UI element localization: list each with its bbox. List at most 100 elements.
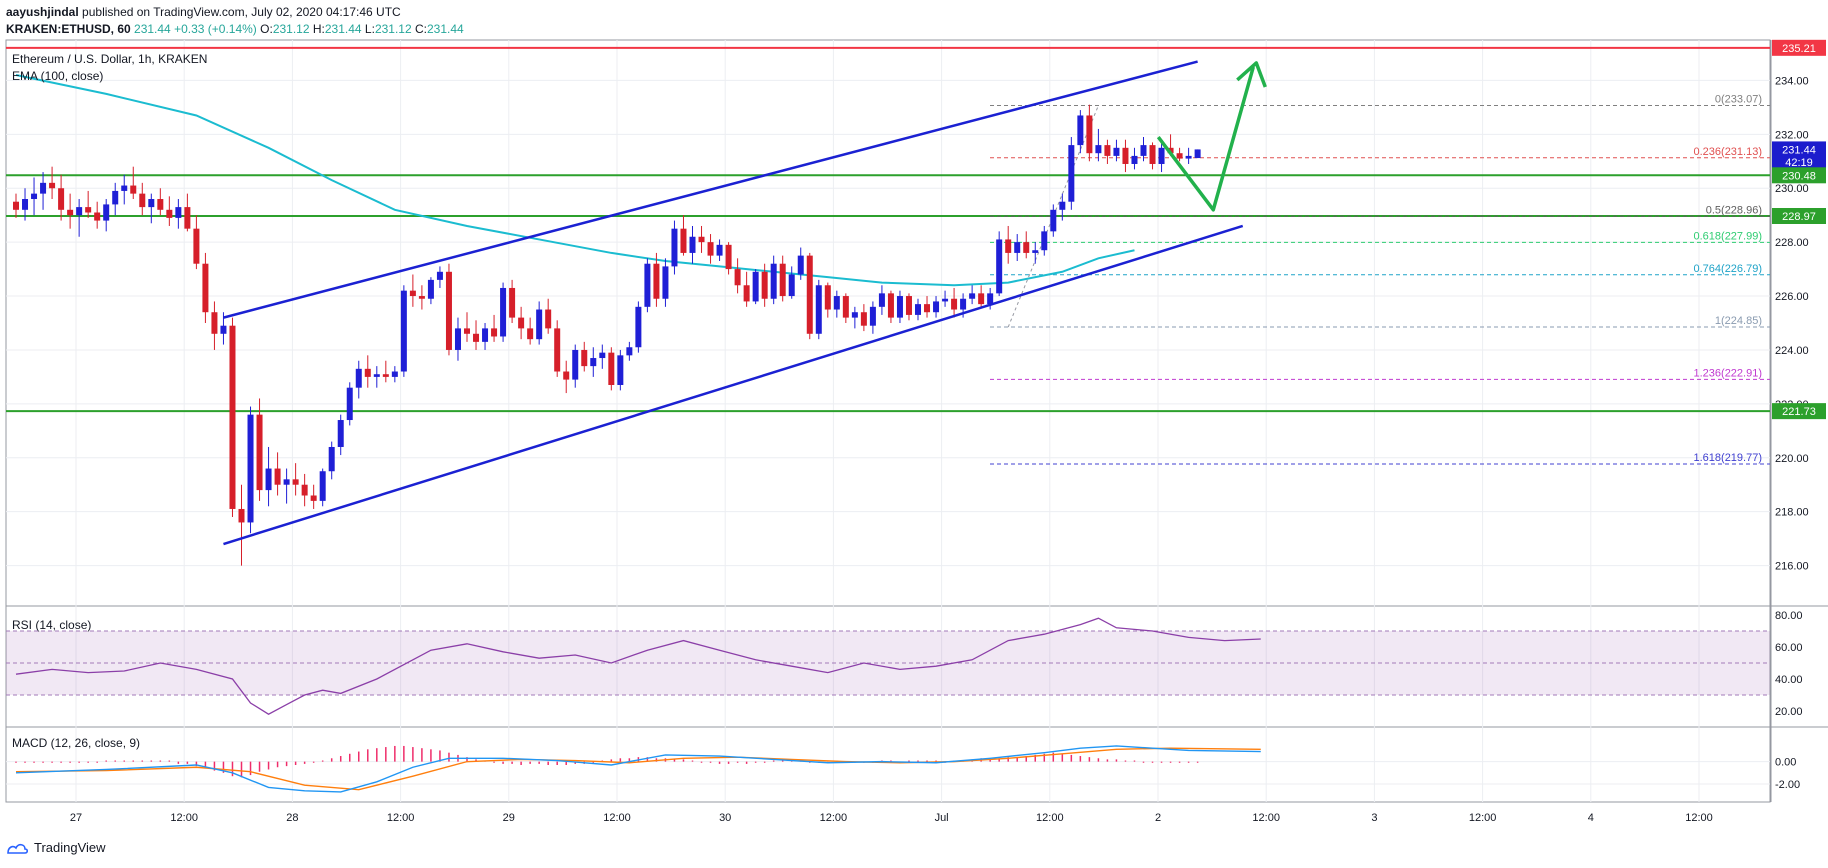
candle-body <box>1185 155 1192 159</box>
candle-body <box>833 296 840 310</box>
candle <box>1041 225 1048 256</box>
candle-body <box>563 371 570 380</box>
candle <box>103 199 110 232</box>
price-axis-label: 230.48 <box>1772 167 1826 184</box>
candle-body <box>1014 242 1021 253</box>
candle-body <box>103 204 110 221</box>
candle <box>662 258 669 307</box>
price-axis-label: 228.97 <box>1772 207 1826 224</box>
candle-body <box>752 271 759 302</box>
candle-body <box>427 279 434 299</box>
candle-body <box>346 387 353 421</box>
candle <box>572 344 579 388</box>
candle-body <box>590 358 597 367</box>
fib-level-label: 0(233.07) <box>1715 93 1762 105</box>
candle <box>806 252 813 340</box>
candle <box>689 225 696 264</box>
x-tick-label: 29 <box>503 812 515 824</box>
fib-level-label: 1.618(219.77) <box>1694 452 1763 464</box>
candle-body <box>969 293 976 299</box>
candle-body <box>788 274 795 297</box>
tradingview-logo-icon <box>7 843 28 854</box>
candle-body <box>130 185 137 194</box>
candle-body <box>382 374 389 377</box>
x-tick-label: 12:00 <box>1685 812 1713 824</box>
candle <box>500 282 507 342</box>
candle <box>833 290 840 318</box>
price-label-bg <box>1772 167 1826 184</box>
symbol-line: KRAKEN:ETHUSD, 60 231.44 +0.33 (+0.14%) … <box>6 22 464 36</box>
candle-body <box>851 312 858 318</box>
x-tick-label: 3 <box>1371 812 1377 824</box>
macd-tick-label: -2.00 <box>1775 779 1800 791</box>
candle-body <box>1176 153 1183 159</box>
x-tick-label: 12:00 <box>603 812 631 824</box>
y-tick-label: 226.00 <box>1775 291 1809 303</box>
candle-body <box>274 468 281 485</box>
fib-level-label: 0.5(228.96) <box>1706 204 1762 216</box>
candle-body <box>238 508 245 523</box>
candle-body <box>599 352 606 359</box>
candle-body <box>1122 147 1129 164</box>
candle <box>112 182 119 216</box>
candle-body <box>283 479 290 485</box>
candle <box>409 274 416 307</box>
candle <box>509 279 516 323</box>
candle <box>896 290 903 323</box>
candle <box>1185 147 1192 164</box>
candle-body <box>139 193 146 208</box>
candle <box>824 282 831 318</box>
tradingview-brand[interactable]: TradingView <box>34 840 106 855</box>
fib-level-label: 0.618(227.99) <box>1694 230 1763 242</box>
candle <box>76 199 83 237</box>
price-label-bg <box>1772 207 1826 224</box>
candle <box>211 301 218 350</box>
candle-body <box>211 312 218 334</box>
fib-level-label: 1.236(222.91) <box>1694 367 1763 379</box>
candle <box>1140 137 1147 162</box>
price-label-text: 231.44 <box>1782 144 1816 156</box>
candle-body <box>40 182 47 194</box>
author-name[interactable]: aayushjindal <box>6 5 79 19</box>
candle <box>1077 110 1084 154</box>
x-tick-label: 12:00 <box>1469 812 1497 824</box>
candle-body <box>978 293 985 305</box>
rsi-pane-title: RSI (14, close) <box>12 618 91 632</box>
candle <box>761 263 768 307</box>
candle-body <box>1095 145 1102 154</box>
candle-body <box>878 293 885 307</box>
candle-body <box>482 328 489 342</box>
candle-body <box>184 207 191 229</box>
candle-body <box>166 209 173 218</box>
x-tick-label: 2 <box>1155 812 1161 824</box>
y-tick-label: 228.00 <box>1775 237 1809 249</box>
y-tick-label: 224.00 <box>1775 345 1809 357</box>
candle-body <box>815 285 822 334</box>
candle <box>265 446 272 507</box>
candle <box>1050 204 1057 237</box>
rsi-tick-label: 40.00 <box>1775 674 1803 686</box>
candle-body <box>842 296 849 318</box>
candle <box>193 215 200 270</box>
candle <box>725 242 732 275</box>
fib-level-label: 1(224.85) <box>1715 315 1762 327</box>
candle-body <box>148 199 155 208</box>
candle-body <box>527 328 534 340</box>
candle-body <box>301 484 308 496</box>
candle <box>878 285 885 315</box>
candle-body <box>13 201 19 210</box>
candle-body <box>22 199 29 210</box>
candle <box>797 247 804 280</box>
symbol-name[interactable]: KRAKEN:ETHUSD, 60 <box>6 22 131 36</box>
candles <box>13 104 1201 566</box>
candle <box>328 441 335 480</box>
candle-body <box>202 263 209 313</box>
candle-body <box>924 304 931 313</box>
candle-body <box>951 298 958 310</box>
plot-frame <box>5 39 1771 803</box>
candle-body <box>355 368 362 388</box>
candle-body <box>1041 231 1048 251</box>
candle-body <box>1032 250 1039 253</box>
candle-body <box>635 306 642 348</box>
